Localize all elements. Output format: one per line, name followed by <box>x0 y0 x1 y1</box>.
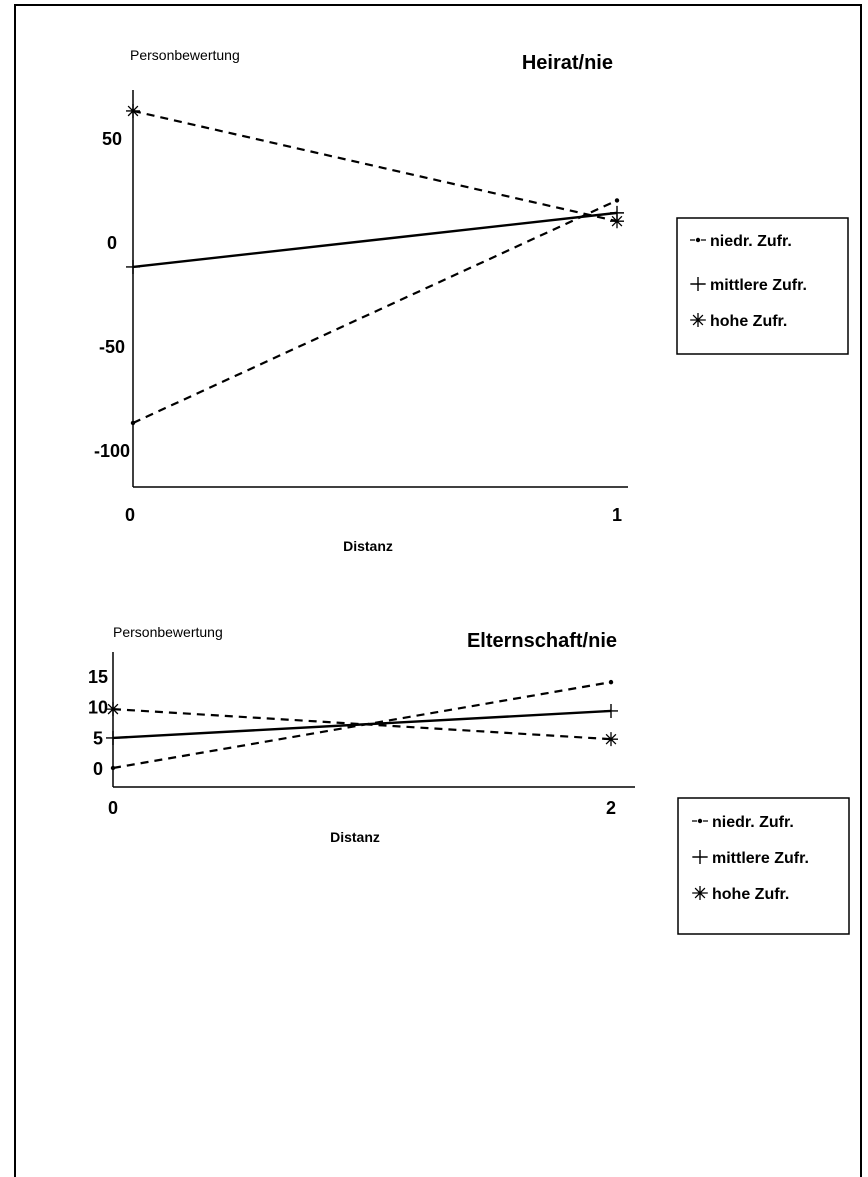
legend-label: niedr. Zufr. <box>710 233 792 250</box>
x-tick-label: 2 <box>606 798 616 818</box>
chart-elternschaft: Personbewertung Elternschaft/nie 0 2 Dis… <box>88 624 850 935</box>
series-line <box>132 199 618 424</box>
asterisk-marker <box>604 732 618 747</box>
y-axis-label: Personbewertung <box>113 624 223 640</box>
series-line <box>112 709 612 740</box>
legend-label: niedr. Zufr. <box>712 814 794 831</box>
y-tick-label: 5 <box>93 728 103 748</box>
x-tick-label: 1 <box>612 505 622 525</box>
chart-title: Elternschaft/nie <box>467 630 617 652</box>
page-frame <box>14 4 862 1177</box>
dot-marker <box>614 198 620 203</box>
dot-marker <box>697 818 703 824</box>
asterisk-marker <box>126 103 140 118</box>
dot-marker <box>130 420 136 426</box>
series-line <box>132 211 618 269</box>
x-tick-label: 0 <box>108 798 118 818</box>
plus-marker <box>106 730 120 745</box>
dot-marker <box>608 679 614 685</box>
chart-heirat: Personbewertung Heirat/nie 0 1 Distanz 5… <box>94 47 849 554</box>
y-tick-label: -100 <box>94 441 130 461</box>
plus-marker <box>604 703 618 718</box>
asterisk-marker <box>610 214 624 229</box>
plus-marker <box>126 259 140 274</box>
x-tick-label: 0 <box>125 505 135 525</box>
dot-marker <box>110 765 116 771</box>
y-tick-label: -50 <box>99 337 125 357</box>
y-tick-label: 50 <box>102 129 122 149</box>
dot-marker <box>695 237 701 243</box>
y-tick-label: 15 <box>88 667 108 687</box>
y-tick-label: 0 <box>107 233 117 253</box>
plus-marker <box>691 277 705 291</box>
legend-label: hohe Zufr. <box>712 886 789 903</box>
plus-marker <box>693 850 707 864</box>
y-tick-label: 10 <box>88 698 108 718</box>
x-axis-label: Distanz <box>330 829 380 845</box>
legend-label: hohe Zufr. <box>710 313 787 330</box>
y-tick-label: 0 <box>93 759 103 779</box>
legend-box <box>676 217 849 355</box>
y-axis-label: Personbewertung <box>130 47 240 63</box>
series-line <box>132 109 618 223</box>
asterisk-marker <box>691 313 705 327</box>
x-axis-label: Distanz <box>343 538 393 554</box>
chart-title: Heirat/nie <box>522 52 613 74</box>
asterisk-marker <box>693 886 707 900</box>
legend-label: mittlere Zufr. <box>712 850 809 867</box>
legend-label: mittlere Zufr. <box>710 277 807 294</box>
asterisk-marker <box>106 702 120 717</box>
